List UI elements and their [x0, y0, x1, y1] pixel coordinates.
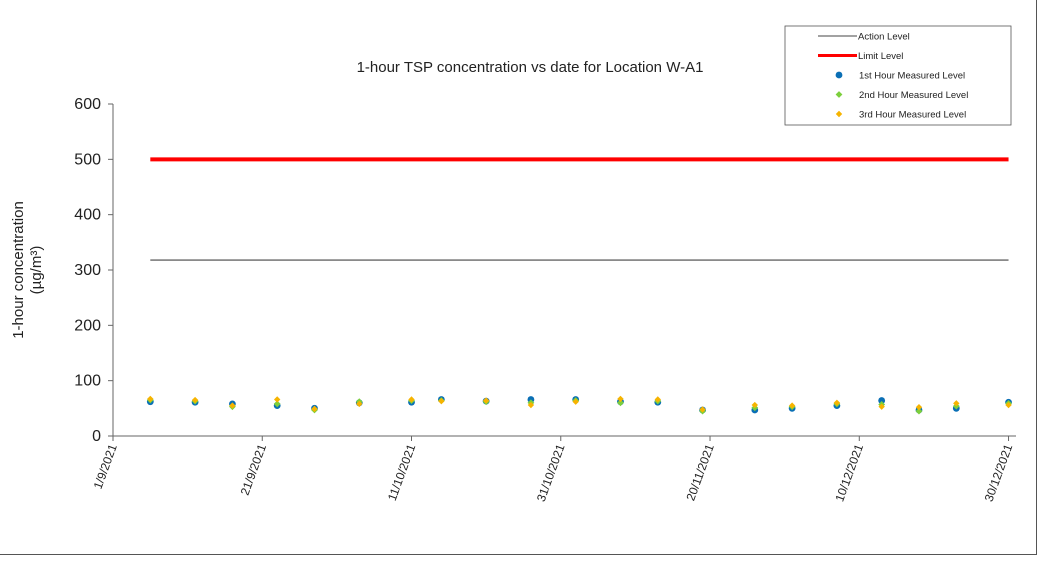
series-2-point: [617, 399, 624, 407]
series-3-point: [572, 398, 579, 405]
series-3-point: [833, 399, 841, 406]
series-3-point: [273, 396, 281, 403]
x-tick-label: 21/9/2021: [238, 442, 270, 497]
series-3-point: [311, 405, 318, 413]
y-tick-label: 200: [74, 317, 101, 334]
y-tick-label: 0: [92, 428, 101, 445]
legend-label: Limit Level: [858, 51, 903, 62]
legend-label: 3rd Hour Measured Level: [859, 110, 966, 121]
series-3-point: [191, 396, 199, 404]
y-axis-label: 1-hour concentration: [10, 201, 27, 339]
y-tick-label: 400: [74, 207, 101, 224]
chart-frame: [0, 0, 1037, 555]
legend-label: 2nd Hour Measured Level: [859, 90, 968, 101]
series-3-point: [527, 401, 535, 409]
y-tick-label: 600: [74, 96, 101, 113]
series-3-point: [408, 396, 415, 403]
y-axis-unit: (µg/m³): [28, 246, 45, 295]
x-tick-label: 31/10/2021: [534, 442, 568, 504]
reference-lines: [150, 157, 1009, 261]
legend-marker: [835, 91, 843, 98]
legend-label: 1st Hour Measured Level: [859, 71, 965, 82]
x-tick-label: 20/11/2021: [683, 442, 717, 503]
y-tick-label: 500: [74, 151, 101, 168]
x-tick-label: 30/12/2021: [982, 442, 1016, 504]
series-3-point: [788, 402, 796, 409]
chart-title: 1-hour TSP concentration vs date for Loc…: [357, 59, 704, 76]
series-3-point: [147, 395, 154, 403]
series-2-point: [273, 400, 281, 408]
y-axis-label-group: 1-hour concentration (µg/m³): [10, 201, 45, 339]
series-1-point: [878, 397, 886, 404]
y-tick-label: 100: [74, 373, 101, 390]
x-tick-label: 1/9/2021: [91, 442, 120, 491]
legend-marker: [835, 71, 843, 79]
series-3-point: [356, 400, 363, 408]
series-2-point: [915, 407, 923, 415]
series-3-point: [482, 397, 490, 404]
legend-label: Action Level: [858, 32, 910, 43]
series-3-point: [1005, 401, 1012, 409]
series-3-point: [751, 401, 759, 409]
series-3-point: [878, 403, 885, 410]
data-points: [146, 395, 1012, 415]
axes: 0 100 200 300 400 500 600 1/9/2021 21/9/2021 11/1…: [74, 96, 1016, 503]
x-tick-label: 11/10/2021: [385, 442, 419, 503]
series-3-point: [617, 395, 624, 403]
legend-marker: [835, 110, 843, 118]
series-3-point: [953, 400, 960, 407]
series-3-point: [229, 402, 236, 409]
legend: Action Level Limit Level 1st Hour Measured…: [784, 25, 1012, 126]
series-3-point: [438, 397, 445, 405]
legend-box: [784, 25, 1012, 126]
series-3-point: [915, 404, 923, 411]
y-tick-label: 300: [74, 262, 101, 279]
series-3-point: [699, 406, 706, 413]
series-3-point: [654, 396, 661, 403]
x-tick-label: 10/12/2021: [832, 442, 866, 504]
